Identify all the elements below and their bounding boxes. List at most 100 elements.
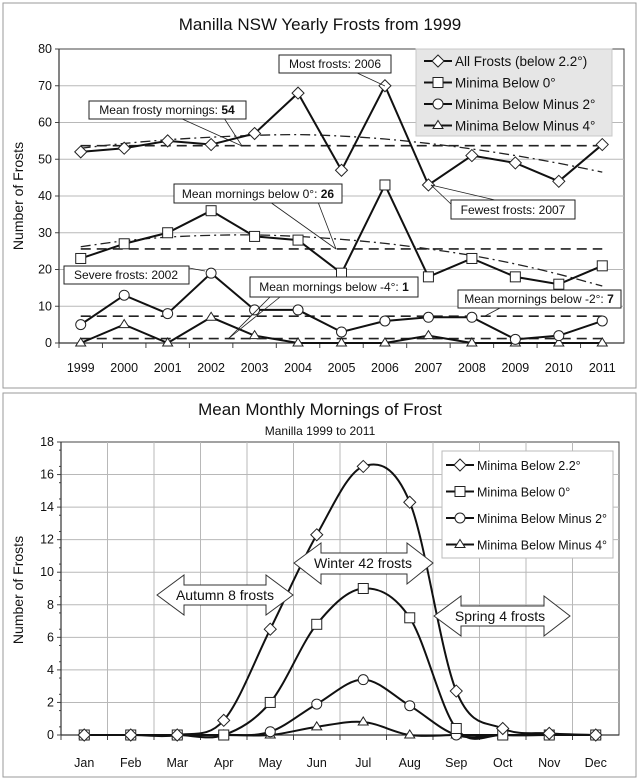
series-diamond [77,459,603,742]
x-tick-label: Apr [214,756,233,770]
data-point [205,205,217,217]
data-point [217,713,231,728]
data-point [335,337,348,347]
data-point [552,174,566,189]
data-point [124,728,138,742]
data-point [162,227,174,239]
legend: All Frosts (below 2.2°) Minima Below 0° Mi… [415,48,613,137]
x-tick-label: Mar [166,756,188,770]
data-point [589,728,603,742]
x-tick-label: May [258,756,282,770]
legend-marker-triangle-icon [432,119,444,129]
annotation-prefix: Mean frosty mornings: [99,103,221,117]
y-tick-label: 20 [38,263,52,277]
data-point [421,178,436,192]
data-point [160,134,175,148]
x-tick-label: Oct [493,756,513,770]
annotation-value: 7 [607,292,614,306]
x-tick-label: Jan [74,756,94,770]
annotation-value: 26 [321,187,335,201]
data-point [310,720,323,731]
annotation-text: Severe frosts: 2002 [74,268,178,282]
data-point [205,311,218,321]
y-tick-label: 0 [45,336,52,350]
annotation-text: Fewest frosts: 2007 [461,203,566,217]
legend-marker-circle-icon [454,512,466,524]
data-point [356,459,370,474]
x-tick-label: Aug [399,756,421,770]
data-point [75,252,87,264]
legend-label: Minima Below 0° [477,486,570,500]
annotation-text: Most frosts: 2006 [289,57,381,71]
data-point [263,622,277,636]
data-point [422,329,435,340]
data-point [310,528,324,542]
data-point [74,337,87,347]
legend-label: Minima Below Minus 4° [455,119,595,134]
data-point [205,267,217,279]
data-point [508,156,523,170]
legend-marker-diamond-icon [431,54,445,68]
y-tick-label: 4 [47,663,54,677]
data-point [161,337,174,347]
y-tick-label: 6 [47,630,54,644]
y-tick-label: 2 [47,695,54,709]
y-tick-label: 70 [38,79,52,93]
monthly-frosts-chart: Mean Monthly Mornings of Frost Manilla 1… [2,392,637,778]
data-point [291,86,305,100]
y-tick-label: 12 [40,533,54,547]
x-tick-label: 2009 [501,361,529,375]
chart-title: Mean Monthly Mornings of Frost [198,400,442,419]
data-point [422,311,434,323]
data-point [450,722,462,734]
data-point [118,238,130,250]
y-tick-label: 18 [40,435,54,449]
legend-label: Minima Below Minus 4° [477,539,607,553]
callout-mean-below-minus-4: Mean mornings below -4°: 1 [227,276,419,340]
data-point [379,315,391,327]
data-point [379,179,391,191]
data-point [357,583,369,594]
data-point [292,337,304,347]
annotation-text: Mean mornings below -4°: 1 [259,280,409,294]
x-tick-label: 2008 [458,361,486,375]
x-tick-label: Sep [445,756,467,770]
data-point [404,700,416,712]
legend-label: All Frosts (below 2.2°) [455,54,587,69]
data-point [77,728,91,742]
data-point [496,721,510,736]
y-axis-label: Number of Frosts [10,142,26,250]
data-point [118,289,130,301]
series-diamond [74,79,609,192]
y-tick-label: 10 [38,299,52,313]
data-point [249,230,261,242]
data-point [357,716,370,726]
legend-marker-circle-icon [432,98,444,110]
data-point [311,698,323,710]
data-point [465,337,478,347]
data-point [162,308,174,320]
legend-marker-triangle-icon [454,538,466,548]
chart-title: Manilla NSW Yearly Frosts from 1999 [179,15,462,34]
data-point [336,326,347,338]
y-axis-label: Number of Frosts [10,536,26,644]
data-point [117,141,131,155]
data-point [596,315,608,327]
x-tick-label: Jun [307,756,327,770]
x-tick-label: 2010 [545,361,573,375]
data-point [542,726,556,741]
data-point [204,137,218,152]
winter-arrow: Winter 42 frosts [293,541,434,586]
data-point [422,271,434,283]
yearly-frosts-chart: Manilla NSW Yearly Frosts from 1999 Numb… [2,2,637,389]
data-point [403,729,416,739]
annotation-value: 54 [221,103,235,117]
data-point [553,330,565,342]
series-square [75,179,608,290]
data-point [404,612,416,624]
x-tick-label: 2003 [241,361,269,375]
data-point [403,495,417,509]
data-point [75,319,87,331]
series [74,79,609,347]
